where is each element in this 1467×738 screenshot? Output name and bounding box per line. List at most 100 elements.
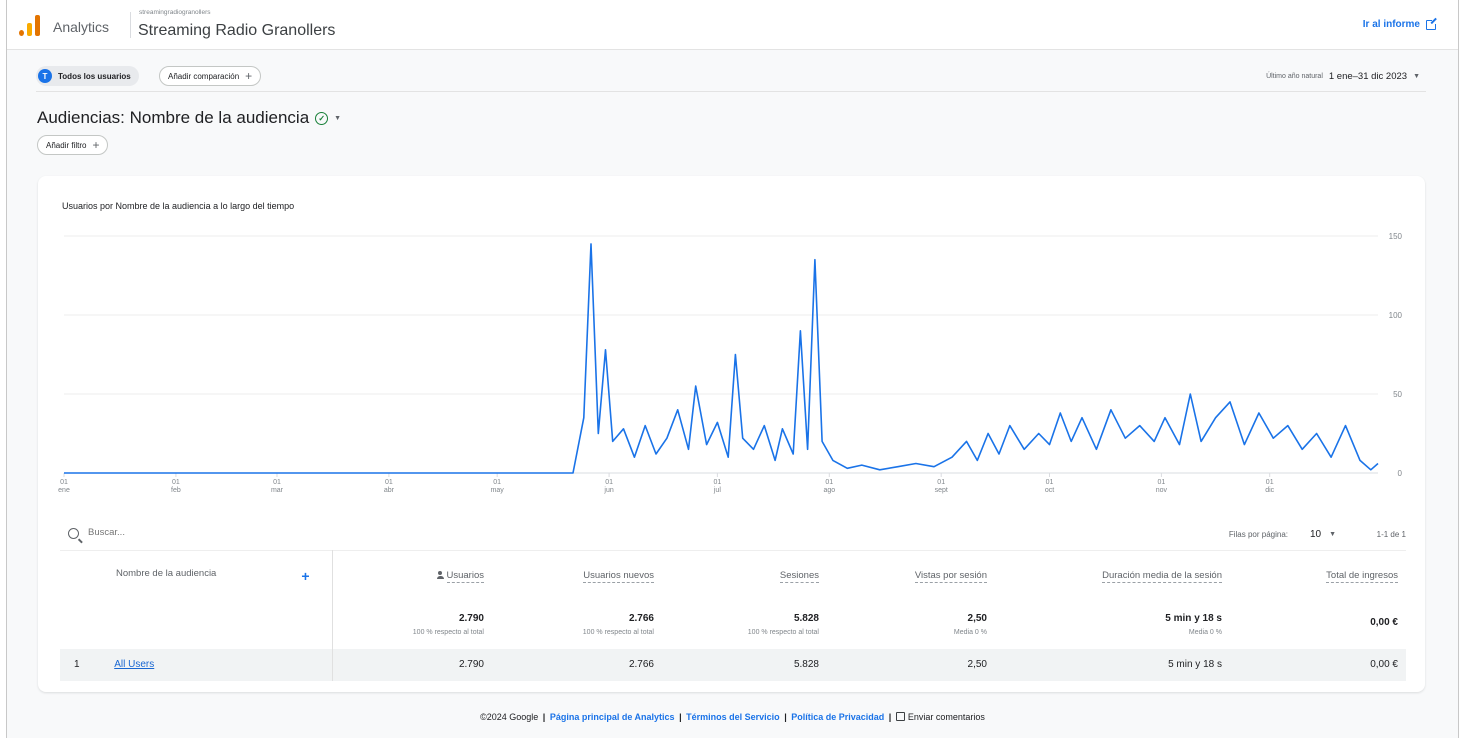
column-header-total-revenue[interactable]: Total de ingresos (1230, 550, 1406, 601)
account-name: streamingradiogranollers (139, 9, 211, 16)
x-tick-day-label: 01 (385, 479, 393, 486)
footer-separator: | (679, 712, 682, 722)
rows-per-page-label: Filas por página: (1228, 530, 1288, 539)
top-header: Analytics streamingradiogranollers Strea… (7, 0, 1458, 50)
page-title-text: Audiencias: Nombre de la audiencia (37, 108, 310, 127)
total-subtext: Media 0 % (953, 629, 987, 636)
rows-per-page-value: 10 (1309, 529, 1322, 540)
segment-label: Todos los usuarios (58, 71, 131, 81)
footer-separator: | (888, 712, 892, 722)
footer-separator: | (542, 712, 546, 722)
footer-separator: | (784, 712, 787, 722)
x-tick-month-label: nov (1156, 487, 1168, 494)
analytics-logo[interactable] (19, 14, 43, 36)
table-row: 1 All Users 2.790 2.766 5.828 2,50 5 min… (60, 648, 1406, 681)
total-cell: 2.790 100 % respecto al total (332, 601, 492, 649)
total-cell: 0,00 € (1230, 601, 1406, 649)
add-filter-button[interactable]: Añadir filtro + (37, 135, 109, 155)
dropdown-arrow-icon: ▼ (1329, 531, 1336, 538)
total-cell: 5.828 100 % respecto al total (662, 601, 827, 649)
header-divider (130, 12, 131, 38)
column-header-label: Sesiones (779, 570, 819, 584)
table-cell: 2,50 (967, 659, 987, 670)
x-tick-month-label: feb (171, 487, 181, 494)
comparison-bar: T Todos los usuarios Añadir comparación … (36, 60, 1426, 92)
add-dimension-icon[interactable]: + (301, 567, 310, 584)
total-subtext: Media 0 % (1188, 629, 1222, 636)
total-value: 2.766 (628, 613, 654, 624)
footer: ©2024 Google | Página principal de Analy… (7, 712, 1458, 722)
column-header-sessions[interactable]: Sesiones (662, 550, 827, 601)
goto-report-link[interactable]: Ir al informe (1362, 17, 1438, 30)
rows-per-page-select[interactable]: 10 ▼ (1310, 529, 1336, 540)
table-cell: 5 min y 18 s (1168, 659, 1222, 670)
users-line-chart: 05010015001ene01feb01mar01abr01may01jun0… (58, 232, 1402, 494)
date-range-value: 1 ene–31 dic 2023 (1328, 71, 1408, 82)
x-tick-day-label: 01 (713, 479, 721, 486)
x-tick-day-label: 01 (1046, 479, 1054, 486)
app-name: Analytics (53, 19, 110, 35)
add-filter-label: Añadir filtro (46, 140, 87, 150)
send-feedback-button[interactable]: Enviar comentarios (895, 712, 985, 722)
table-toolbar: Filas por página: 10 ▼ 1-1 de 1 (60, 521, 1406, 549)
report-card: Usuarios por Nombre de la audiencia a lo… (38, 176, 1425, 692)
total-subtext: 100 % respecto al total (582, 629, 654, 636)
x-tick-month-label: ene (58, 487, 70, 494)
total-value: 5.828 (793, 613, 819, 624)
goto-report-label: Ir al informe (1362, 19, 1420, 30)
add-comparison-button[interactable]: Añadir comparación + (159, 66, 262, 86)
total-cell: 5 min y 18 s Media 0 % (995, 601, 1230, 649)
person-icon (436, 571, 444, 580)
total-subtext: 100 % respecto al total (412, 629, 484, 636)
x-tick-month-label: may (491, 487, 505, 494)
y-tick-label: 50 (1393, 390, 1402, 399)
chart-title: Usuarios por Nombre de la audiencia a lo… (62, 201, 295, 211)
audience-link[interactable]: All Users (114, 659, 155, 670)
audience-cell: 1 All Users (60, 648, 333, 681)
x-tick-day-label: 01 (172, 479, 180, 486)
x-tick-month-label: dic (1265, 487, 1274, 494)
search-input[interactable] (88, 527, 288, 538)
send-feedback-label: Enviar comentarios (907, 712, 985, 722)
column-header-label: Duración media de la sesión (1102, 570, 1222, 584)
x-tick-day-label: 01 (60, 479, 68, 486)
x-tick-day-label: 01 (825, 479, 833, 486)
x-tick-day-label: 01 (1158, 479, 1166, 486)
search-icon (68, 528, 79, 539)
x-tick-month-label: sept (935, 487, 948, 494)
check-circle-icon: ✓ (315, 111, 329, 125)
total-value: 0,00 € (1370, 616, 1398, 628)
footer-link-terms[interactable]: Términos del Servicio (686, 712, 780, 722)
x-tick-month-label: abr (384, 487, 395, 494)
x-tick-month-label: oct (1045, 487, 1054, 494)
x-tick-month-label: ago (823, 487, 835, 494)
page-title[interactable]: Audiencias: Nombre de la audiencia ✓ ▼ (37, 108, 341, 128)
date-range-label: Último año natural (1266, 73, 1323, 80)
total-cell: 2.766 100 % respecto al total (492, 601, 662, 649)
series-line-users[interactable] (64, 243, 1379, 474)
footer-link-analytics-home[interactable]: Página principal de Analytics (549, 712, 675, 722)
footer-link-privacy[interactable]: Política de Privacidad (791, 712, 885, 722)
dropdown-arrow-icon: ▼ (334, 114, 342, 122)
x-tick-day-label: 01 (937, 479, 945, 486)
column-header-views-per-session[interactable]: Vistas por sesión (827, 550, 995, 601)
table-header-row: Nombre de la audiencia + Usuarios Usuari… (60, 550, 1406, 601)
property-selector[interactable]: Streaming Radio Granollers (138, 22, 336, 39)
date-range-picker[interactable]: Último año natural 1 ene–31 dic 2023 ▼ (1266, 71, 1420, 82)
table-cell: 5.828 (793, 659, 819, 670)
x-tick-day-label: 01 (1266, 479, 1274, 486)
table-cell: 2.766 (628, 659, 654, 670)
plus-icon: + (92, 138, 100, 152)
dimension-header[interactable]: Nombre de la audiencia + (60, 550, 333, 601)
column-header-users[interactable]: Usuarios (332, 550, 492, 601)
segment-chip-all-users[interactable]: T Todos los usuarios (36, 66, 139, 86)
total-cell: 2,50 Media 0 % (827, 601, 995, 649)
table-cell: 0,00 € (1370, 659, 1398, 670)
total-value: 2,50 (967, 613, 987, 624)
analytics-window: Analytics streamingradiogranollers Strea… (6, 0, 1459, 738)
column-header-label: Total de ingresos (1326, 570, 1398, 584)
column-header-avg-session-duration[interactable]: Duración media de la sesión (995, 550, 1230, 601)
pagination-info: 1-1 de 1 (1376, 530, 1406, 539)
column-header-label: Usuarios (446, 570, 484, 584)
column-header-new-users[interactable]: Usuarios nuevos (492, 550, 662, 601)
